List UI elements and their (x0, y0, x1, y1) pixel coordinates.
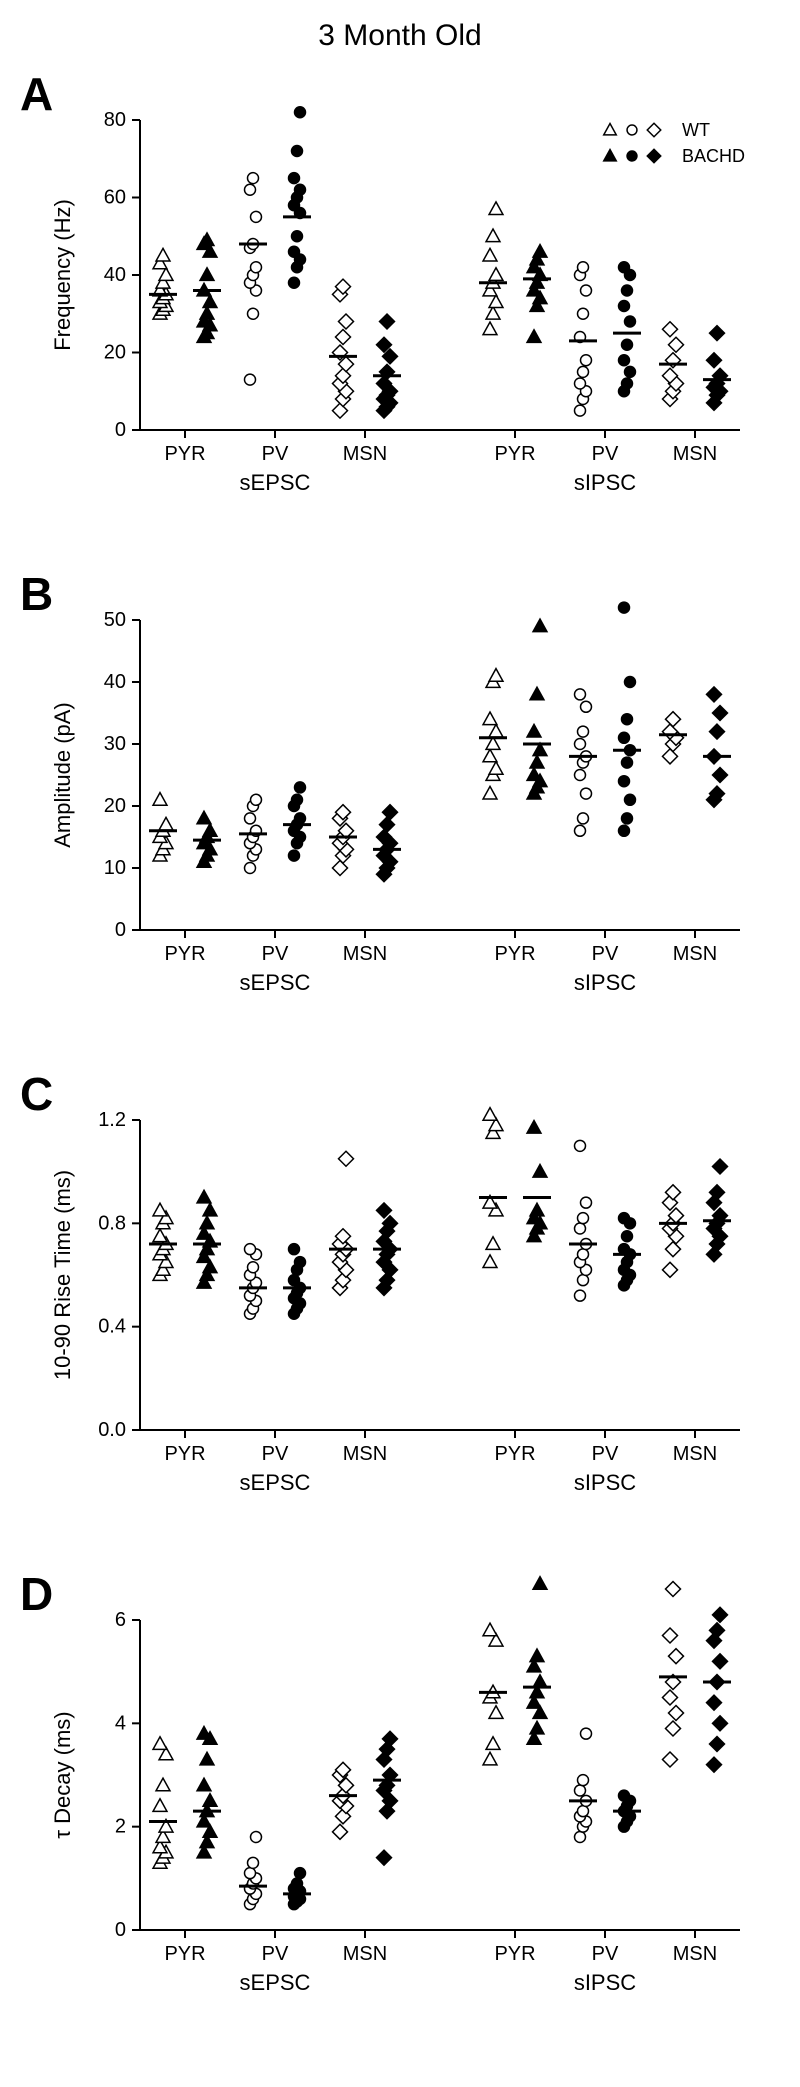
legend-wt: WT (682, 120, 710, 140)
xtick-label: PV (592, 1943, 619, 1965)
group-label: sIPSC (574, 470, 636, 495)
group-label: sEPSC (240, 470, 311, 495)
xtick-label: PV (262, 1443, 289, 1465)
page-title: 3 Month Old (318, 19, 481, 52)
ytick-label: 50 (104, 609, 126, 631)
xtick-label: PV (592, 1443, 619, 1465)
ytick-label: 80 (104, 109, 126, 131)
xtick-label: MSN (343, 1443, 387, 1465)
legend-bachd: BACHD (682, 146, 745, 166)
y-axis-label: Frequency (Hz) (50, 199, 75, 351)
xtick-label: PYR (494, 1943, 535, 1965)
xtick-label: MSN (673, 443, 717, 465)
ytick-label: 0.4 (98, 1316, 126, 1338)
panel-label: D (20, 1568, 53, 1620)
group-label: sIPSC (574, 1970, 636, 1995)
panel-B: B 0 10 20 30 40 50 Amplitude (pA) PYR PV MSN sEPSC P… (20, 568, 740, 995)
ytick-label: 60 (104, 187, 126, 209)
xtick-label: MSN (673, 1443, 717, 1465)
xtick-label: PYR (494, 943, 535, 965)
xtick-label: PYR (164, 1943, 205, 1965)
group-label: sIPSC (574, 1470, 636, 1495)
ytick-label: 40 (104, 671, 126, 693)
panel-D: D 0 2 4 6 τ Decay (ms) PYR PV MSN sEPSC PYR PV MSN sI… (20, 1568, 740, 1995)
ytick-label: 1.2 (98, 1109, 126, 1131)
panel-label: C (20, 1068, 53, 1120)
group-label: sEPSC (240, 1970, 311, 1995)
xtick-label: PV (262, 1943, 289, 1965)
xtick-label: PYR (494, 1443, 535, 1465)
xtick-label: PV (262, 943, 289, 965)
xtick-label: MSN (673, 1943, 717, 1965)
panel-label: A (20, 68, 53, 120)
xtick-label: MSN (673, 943, 717, 965)
xtick-label: PYR (164, 943, 205, 965)
xtick-label: PV (262, 443, 289, 465)
panel-label: B (20, 568, 53, 620)
xtick-label: PV (592, 943, 619, 965)
y-axis-label: Amplitude (pA) (50, 702, 75, 848)
group-label: sIPSC (574, 970, 636, 995)
xtick-label: MSN (343, 943, 387, 965)
ytick-label: 0 (115, 419, 126, 441)
group-label: sEPSC (240, 970, 311, 995)
ytick-label: 6 (115, 1609, 126, 1631)
y-axis-label: 10-90 Rise Time (ms) (50, 1170, 75, 1380)
ytick-label: 2 (115, 1816, 126, 1838)
ytick-label: 30 (104, 733, 126, 755)
xtick-label: MSN (343, 1943, 387, 1965)
ytick-label: 0 (115, 919, 126, 941)
xtick-label: PYR (494, 443, 535, 465)
ytick-label: 20 (104, 342, 126, 364)
ytick-label: 40 (104, 264, 126, 286)
ytick-label: 0.0 (98, 1419, 126, 1441)
ytick-label: 0.8 (98, 1212, 126, 1234)
ytick-label: 4 (115, 1712, 126, 1734)
xtick-label: PYR (164, 1443, 205, 1465)
ytick-label: 20 (104, 795, 126, 817)
ytick-label: 0 (115, 1919, 126, 1941)
y-axis-label: τ Decay (ms) (50, 1711, 75, 1838)
figure: 3 Month OldA020406080Frequency (Hz)PYRPV… (0, 0, 800, 2087)
panel-A: A 0 20 40 60 80 Frequency (Hz) PYR PV MSN sEPSC PYR… (20, 68, 745, 495)
xtick-label: PV (592, 443, 619, 465)
group-label: sEPSC (240, 1470, 311, 1495)
ytick-label: 10 (104, 857, 126, 879)
panel-C: C 0.0 0.4 0.8 1.2 10-90 Rise Time (ms) PYR PV MS… (20, 1068, 740, 1495)
xtick-label: PYR (164, 443, 205, 465)
xtick-label: MSN (343, 443, 387, 465)
